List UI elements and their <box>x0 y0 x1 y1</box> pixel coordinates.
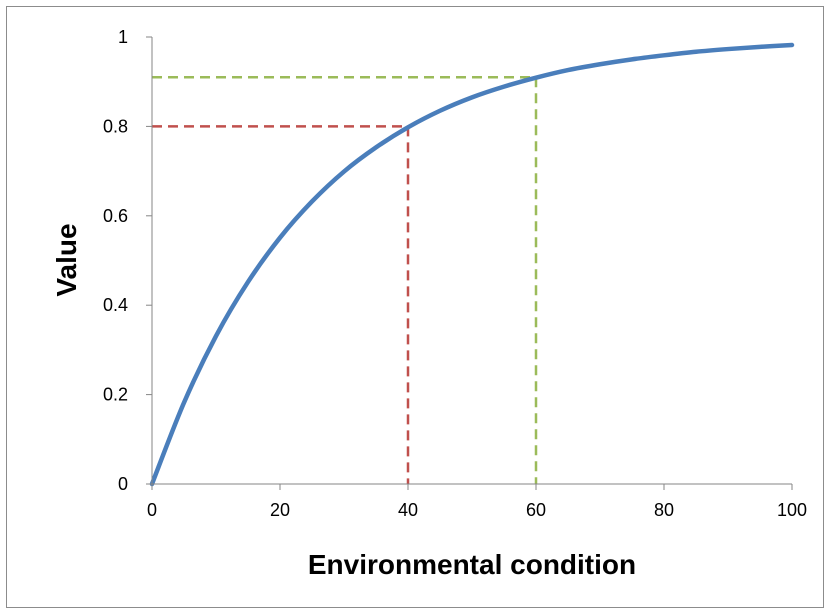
series-layer <box>149 42 795 487</box>
series-line <box>149 42 795 487</box>
x-tick-label: 0 <box>147 500 157 520</box>
y-tick-label: 0.8 <box>103 116 128 136</box>
y-tick-label: 0.2 <box>103 385 128 405</box>
y-tick-label: 0.6 <box>103 206 128 226</box>
y-tick-label: 0 <box>118 474 128 494</box>
chart-frame <box>6 6 824 608</box>
y-axis-title: Value <box>51 223 82 296</box>
x-tick-label: 20 <box>270 500 290 520</box>
reference-lines <box>152 75 538 484</box>
ticks: 0 20 40 60 80 100 0 0.2 0.4 0.6 0.8 1 <box>103 27 807 520</box>
x-tick-label: 80 <box>654 500 674 520</box>
x-axis-title: Environmental condition <box>308 549 636 580</box>
x-tick-label: 60 <box>526 500 546 520</box>
axes <box>151 37 792 485</box>
x-tick-label: 40 <box>398 500 418 520</box>
x-tick-label: 100 <box>777 500 807 520</box>
y-tick-label: 0.4 <box>103 295 128 315</box>
y-tick-label: 1 <box>118 27 128 47</box>
